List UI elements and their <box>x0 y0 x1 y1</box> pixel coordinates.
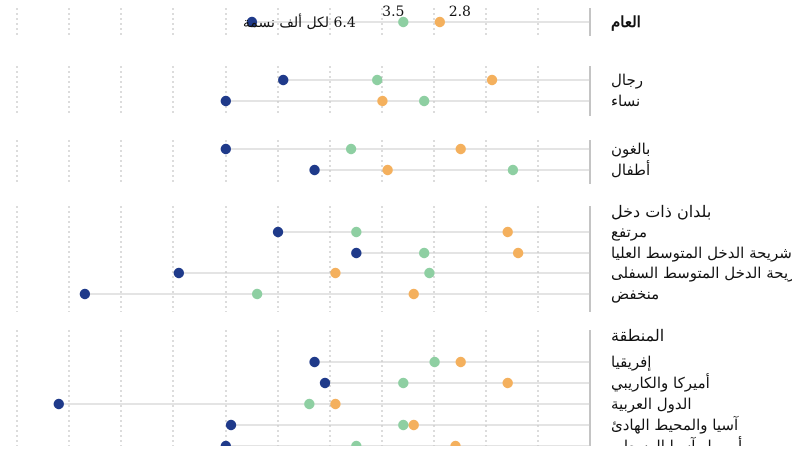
dot-orange <box>408 288 419 300</box>
dot-dark <box>351 247 362 259</box>
section-heading: المنطقة <box>611 326 664 345</box>
dot-orange <box>408 419 419 431</box>
row-label: العام <box>611 13 641 31</box>
dot-green <box>398 377 409 389</box>
dot-dark <box>309 164 320 176</box>
dot-orange <box>455 143 466 155</box>
dot-green <box>351 440 362 451</box>
row-label: الدول العربية <box>611 395 692 413</box>
dot-dark <box>278 74 289 86</box>
dot-orange <box>486 74 498 86</box>
dot-row: شريحة الدخل المتوسط العليا <box>351 244 792 262</box>
row-label: نساء <box>611 92 640 110</box>
dot-orange <box>434 16 446 28</box>
row-label: منخفض <box>611 285 659 303</box>
row-label: أوروبا وآسيا الوسطى <box>611 436 742 446</box>
dot-orange <box>382 164 393 176</box>
dot-row: أوروبا وآسيا الوسطى <box>220 436 742 451</box>
dot-dark <box>220 95 232 107</box>
dot-dark <box>272 226 284 238</box>
row-label: مرتفع <box>611 223 647 241</box>
dot-orange <box>330 267 341 279</box>
section-heading: بلدان ذات دخل <box>611 202 711 221</box>
dot-green <box>398 16 409 28</box>
dot-dark <box>173 267 185 279</box>
dot-dark <box>319 377 331 389</box>
dot-dark <box>246 16 258 28</box>
dot-row: نساء <box>220 92 640 110</box>
dot-green <box>507 164 519 176</box>
dot-green <box>418 95 430 107</box>
dot-green <box>372 74 383 86</box>
dot-orange <box>455 356 466 368</box>
dot-green <box>429 356 440 368</box>
dot-orange <box>502 226 513 238</box>
dot-dark <box>220 143 232 155</box>
dot-orange <box>512 247 524 259</box>
dot-row: منخفض <box>79 285 659 303</box>
dot-green <box>251 288 263 300</box>
dot-row: أميركا والكاريبي <box>319 373 710 392</box>
row-label: آسيا والمحيط الهادئ <box>611 416 739 434</box>
value-label-orange: 2.8 <box>449 4 471 20</box>
dot-row: شريحة الدخل المتوسط السفلى <box>173 264 792 282</box>
dot-row: إفريقيا <box>309 353 651 371</box>
dot-green <box>424 267 435 279</box>
dot-row: العام 6.4 لكل ألف نسمة 3.5 2.8 <box>243 4 641 31</box>
row-label: شريحة الدخل المتوسط العليا <box>611 244 792 262</box>
dot-orange <box>330 398 341 410</box>
dot-row: مرتفع <box>272 223 647 241</box>
row-label: رجال <box>611 71 643 89</box>
dot-row: بالغون <box>220 140 650 158</box>
dot-orange <box>450 440 461 451</box>
row-label: إفريقيا <box>611 353 651 371</box>
dot-dark <box>53 398 64 410</box>
value-label-dark: 6.4 لكل ألف نسمة <box>243 12 356 31</box>
dot-green <box>418 247 430 259</box>
row-label: شريحة الدخل المتوسط السفلى <box>611 264 792 282</box>
dot-green <box>304 398 315 410</box>
dot-dark <box>225 419 237 431</box>
dot-orange <box>377 95 388 107</box>
value-label-green: 3.5 <box>382 4 404 20</box>
rows-layer: العام 6.4 لكل ألف نسمة 3.5 2.8 رجال نساء بالغو… <box>53 4 792 451</box>
row-label: أطفال <box>611 160 650 179</box>
dot-row: أطفال <box>309 160 650 179</box>
dot-dark <box>79 288 91 300</box>
dot-row: آسيا والمحيط الهادئ <box>225 416 739 434</box>
dot-green <box>398 419 409 431</box>
dot-dark <box>309 356 320 368</box>
row-label: أميركا والكاريبي <box>611 373 710 392</box>
dot-green <box>345 143 357 155</box>
dot-dark <box>220 440 232 451</box>
dot-green <box>351 226 362 238</box>
grid-layer <box>16 8 591 446</box>
row-label: بالغون <box>611 140 650 158</box>
dot-row: رجال <box>278 71 643 89</box>
dot-row: الدول العربية <box>53 395 692 413</box>
dot-orange <box>502 377 513 389</box>
